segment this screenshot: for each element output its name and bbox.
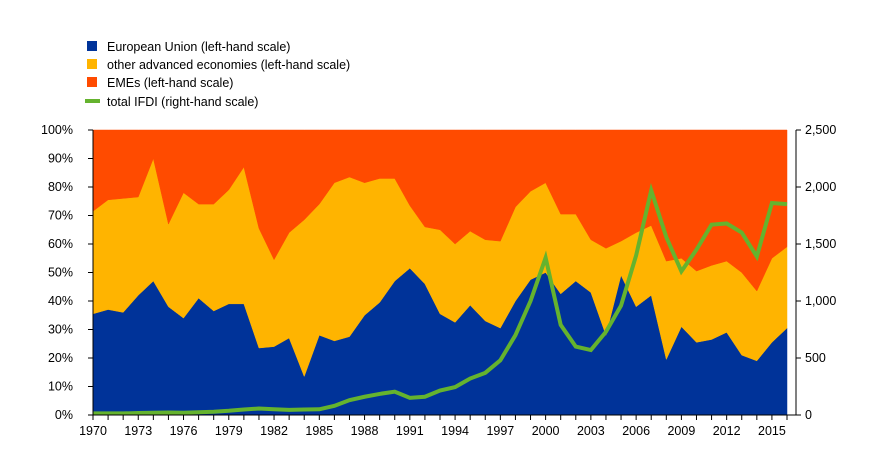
x-tick-label: 1982 [260,424,288,438]
x-tick-label: 2015 [758,424,786,438]
y-left-tick-label: 30% [48,323,73,337]
x-tick-label: 1976 [170,424,198,438]
plot-line [93,182,788,416]
y-left-tick-label: 90% [48,152,73,166]
x-tick-label: 2000 [532,424,560,438]
x-tick-label: 2006 [622,424,650,438]
legend-marker-eu [87,41,97,51]
x-tick-label: 2003 [577,424,605,438]
y-left-tick-label: 10% [48,380,73,394]
y-left-tick-label: 100% [41,123,73,137]
y-left-tick-label: 60% [48,237,73,251]
y-left-tick-label: 0% [55,408,73,422]
x-tick-label: 1970 [79,424,107,438]
y-left-tick-label: 70% [48,209,73,223]
legend: European Union (left-hand scale) other a… [85,40,350,109]
legend-label-emes: EMEs (left-hand scale) [107,76,233,90]
legend-label-other-advanced: other advanced economies (left-hand scal… [107,58,350,72]
x-tick-label: 1988 [351,424,379,438]
x-tick-label: 2012 [713,424,741,438]
x-tick-label: 1994 [441,424,469,438]
y-right-tick-label: 500 [805,351,826,365]
line-total_ifdi [93,182,788,416]
legend-marker-emes [87,77,97,87]
y-left-tick-label: 40% [48,294,73,308]
y-right-tick-label: 2,000 [805,180,836,194]
y-right-tick-label: 2,500 [805,123,836,137]
axes: 0% 10% 20% 30% 40% 50% 60% 70% 80% 90% 100% 0 500 1,0… [41,123,836,438]
y-right-tick-label: 1,000 [805,294,836,308]
plot-areas [92,129,788,416]
y-left-tick-label: 80% [48,180,73,194]
y-left-tick-label: 20% [48,351,73,365]
legend-marker-other-advanced [87,59,97,69]
x-tick-label: 1991 [396,424,424,438]
legend-label-eu: European Union (left-hand scale) [107,40,290,54]
legend-label-total-ifdi: total IFDI (right-hand scale) [107,95,258,109]
y-right-tick-label: 0 [805,408,812,422]
x-tick-label: 1985 [305,424,333,438]
x-tick-label: 1997 [486,424,514,438]
area-emes [92,129,788,292]
y-left-tick-label: 50% [48,266,73,280]
x-tick-label: 1979 [215,424,243,438]
x-tick-label: 1973 [124,424,152,438]
y-right-tick-label: 1,500 [805,237,836,251]
x-tick-label: 2009 [667,424,695,438]
